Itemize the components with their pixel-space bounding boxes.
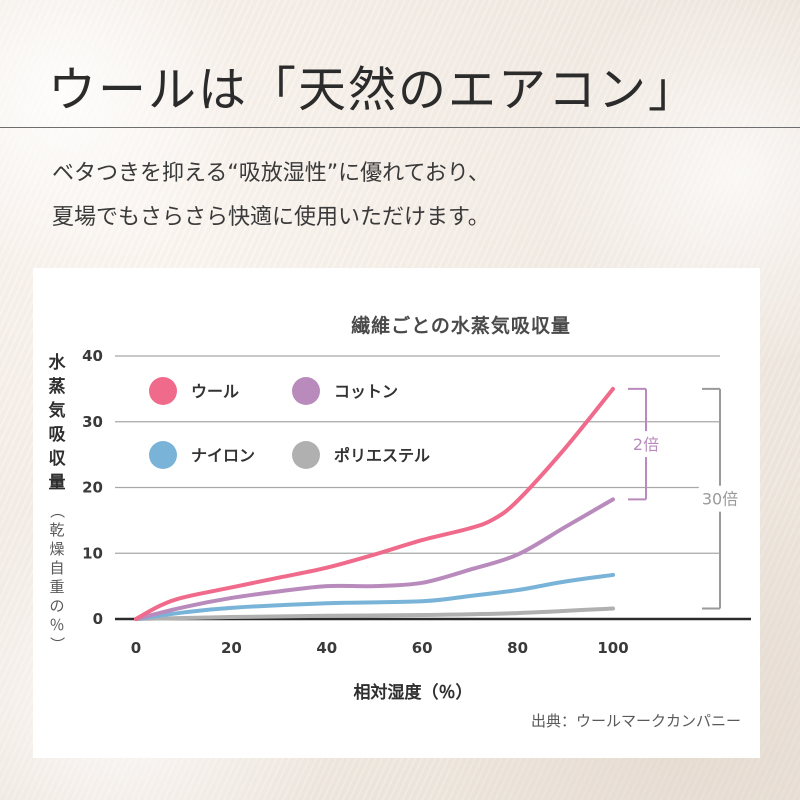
legend-label-nylon: ナイロン [191, 446, 255, 465]
y-axis-sublabel-glyph: 乾 [49, 521, 64, 539]
ratio-label: 30倍 [702, 490, 738, 509]
chart-source: 出典：ウールマークカンパニー [531, 712, 741, 730]
y-axis-sublabel-char: 重 [49, 578, 64, 596]
x-tick-label: 80 [507, 639, 528, 657]
ratio-label: 2倍 [633, 435, 659, 454]
title-divider [0, 127, 800, 128]
description: ベタつきを抑える“吸放湿性”に優れており、 夏場でもさらさら快適に使用いただけま… [52, 152, 490, 240]
legend-label-wool: ウール [191, 382, 239, 401]
y-tick-label: 30 [82, 413, 103, 431]
x-tick-label: 40 [316, 639, 337, 657]
x-tick-label: 60 [412, 639, 433, 657]
y-axis-sublabel-char: の [49, 597, 64, 615]
y-axis-label-char: 吸 [49, 425, 67, 445]
bracket-label-gap [629, 431, 663, 458]
chart-title: 繊維ごとの水蒸気吸収量 [351, 314, 571, 337]
axis-ticks: 0 10 20 30 40 0 20 40 60 80 100 [82, 347, 629, 657]
chart-series [134, 386, 615, 621]
bracket-label-gap [698, 485, 742, 512]
y-axis-sublabel-glyph: ） [48, 636, 66, 651]
x-axis-label: 相対湿度（％） [354, 682, 473, 703]
x-tick-label: 100 [597, 639, 628, 657]
series-line-polyester [134, 606, 615, 621]
description-line-1: ベタつきを抑える“吸放湿性”に優れており、 [52, 161, 490, 186]
y-tick-label: 10 [82, 544, 103, 562]
legend-label-cotton: コットン [334, 382, 398, 401]
y-axis-sublabel-glyph: 重 [49, 578, 64, 596]
y-axis-label-char: 蒸 [49, 377, 66, 397]
y-axis-label-char: 水 [49, 352, 67, 373]
y-axis-sublabel-char: 自 [49, 559, 64, 577]
series-line-cotton [134, 497, 615, 621]
ratio-bracket-1: 30倍 [698, 387, 742, 610]
ratio-annotations: 2倍 30倍 [628, 387, 742, 610]
y-axis-label-char: 量 [49, 472, 66, 493]
series-line-wool [134, 386, 615, 621]
legend-swatch-cotton [292, 377, 320, 405]
y-tick-label: 40 [82, 347, 103, 365]
legend-swatch-polyester [292, 441, 320, 469]
y-axis-sublabel-glyph: ％ [49, 616, 64, 634]
legend-swatch-wool [149, 377, 177, 405]
y-axis-label: 水蒸気吸収量 [48, 352, 67, 493]
x-tick-label: 20 [221, 639, 242, 657]
chart-panel: 繊維ごとの水蒸気吸収量 水蒸気吸収量 （ 乾燥自重の％ ） 2倍 30倍 ウール コット… [33, 268, 760, 758]
legend-label-polyester: ポリエステル [334, 446, 430, 465]
y-axis-sublabel-glyph: 自 [49, 559, 64, 577]
y-axis-label-char: 収 [49, 449, 67, 469]
y-tick-label: 20 [82, 479, 103, 497]
y-axis-sublabel-glyph: （ [48, 503, 66, 518]
description-line-2: 夏場でもさらさら快適に使用いただけます。 [52, 205, 490, 230]
y-axis-sublabel-char: ％ [49, 616, 64, 634]
y-axis-sublabel-char: 燥 [49, 540, 64, 558]
page-title: ウールは「天然のエアコン」 [48, 62, 699, 118]
series-line-nylon [134, 572, 615, 621]
ratio-bracket-0: 2倍 [628, 387, 663, 501]
y-axis-sublabel-char: （ [48, 503, 66, 518]
y-axis-label-char: 気 [48, 400, 66, 421]
y-axis-sublabel-char: ） [48, 636, 66, 651]
y-axis-sublabel-glyph: の [49, 597, 64, 615]
y-tick-label: 0 [93, 610, 103, 628]
y-axis-sublabel-char: 乾 [49, 521, 64, 539]
x-tick-label: 0 [131, 639, 141, 657]
legend-swatch-nylon [149, 441, 177, 469]
y-axis-sublabel-glyph: 燥 [49, 540, 64, 558]
